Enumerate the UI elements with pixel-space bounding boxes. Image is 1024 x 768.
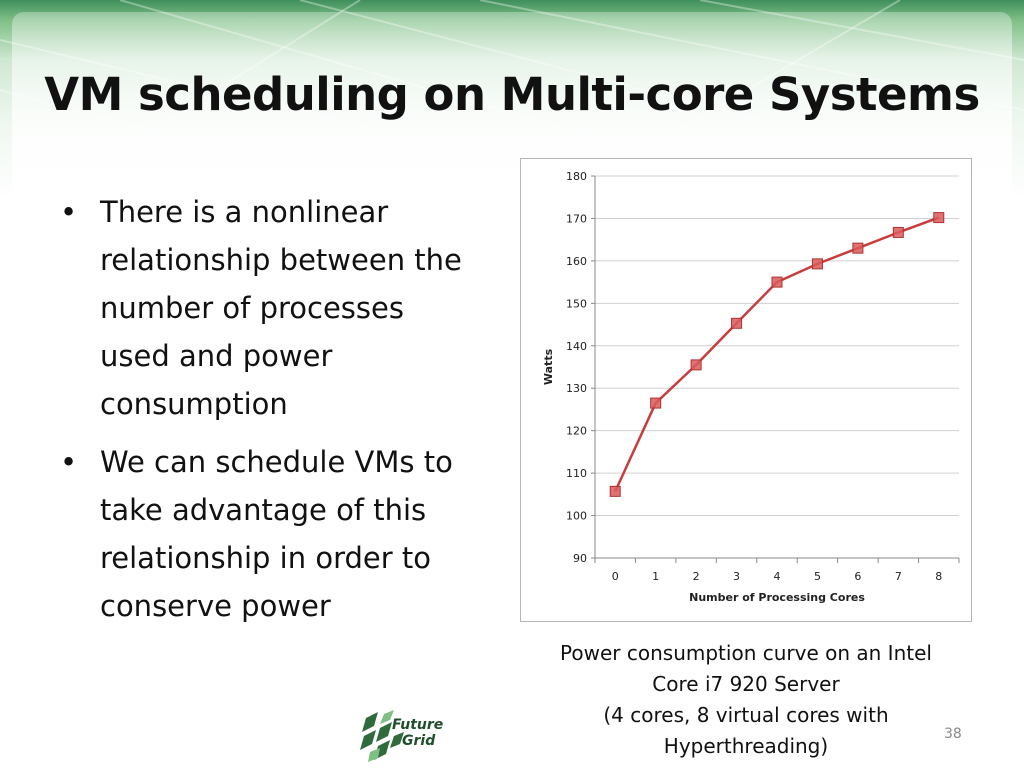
bullet-item: There is a nonlinear relationship betwee…: [56, 188, 466, 428]
chart-svg: 90 100 110 120 130 140 150 160 170 180 0 1 2 3 4 5 6 7 8 Nu…: [542, 170, 960, 604]
bullet-list: There is a nonlinear relationship betwee…: [56, 188, 466, 640]
y-tick-label: 150: [566, 297, 587, 310]
y-tick-label: 170: [566, 212, 587, 225]
data-point: [892, 226, 904, 238]
data-point: [771, 276, 783, 288]
data-point: [650, 397, 662, 409]
x-axis-title: Number of Processing Cores: [689, 591, 865, 604]
x-tick-label: 2: [693, 570, 700, 583]
x-tick-label: 4: [774, 570, 781, 583]
x-tick-label: 7: [895, 570, 902, 583]
caption-line: Hyperthreading): [663, 734, 829, 758]
y-tick-label: 110: [566, 467, 587, 480]
x-tick-label: 5: [814, 570, 821, 583]
chart-caption: Power consumption curve on an Intel Core…: [520, 638, 972, 762]
caption-line: Core i7 920 Server: [652, 672, 840, 696]
y-tick-label: 140: [566, 340, 587, 353]
y-tick-label: 180: [566, 170, 587, 183]
futuregrid-logo: Future Grid: [360, 710, 443, 762]
logo-text-future: Future: [392, 717, 443, 733]
y-tick-label: 120: [566, 425, 587, 438]
y-tick-label: 100: [566, 510, 587, 523]
caption-line: (4 cores, 8 virtual cores with: [603, 703, 889, 727]
data-point: [690, 359, 702, 371]
x-tick-label: 0: [612, 570, 619, 583]
caption-line: Power consumption curve on an Intel: [560, 641, 932, 665]
data-point: [609, 485, 621, 497]
y-tick-label: 90: [573, 552, 587, 565]
data-point: [811, 258, 823, 270]
data-point: [852, 242, 864, 254]
power-chart: 90 100 110 120 130 140 150 160 170 180 0 1 2 3 4 5 6 7 8 Nu…: [520, 158, 972, 622]
x-tick-label: 1: [652, 570, 659, 583]
page-number: 38: [944, 726, 962, 742]
data-point: [731, 317, 743, 329]
y-axis-title: Watts: [542, 348, 555, 385]
x-tick-label: 6: [854, 570, 861, 583]
bullet-item: We can schedule VMs to take advantage of…: [56, 438, 466, 630]
y-tick-label: 160: [566, 255, 587, 268]
slide-title: VM scheduling on Multi-core Systems: [44, 68, 980, 121]
x-tick-label: 8: [935, 570, 942, 583]
data-point: [933, 212, 945, 224]
logo-text-grid: Grid: [402, 733, 436, 749]
x-tick-label: 3: [733, 570, 740, 583]
series-line: [614, 216, 940, 492]
y-tick-label: 130: [566, 382, 587, 395]
